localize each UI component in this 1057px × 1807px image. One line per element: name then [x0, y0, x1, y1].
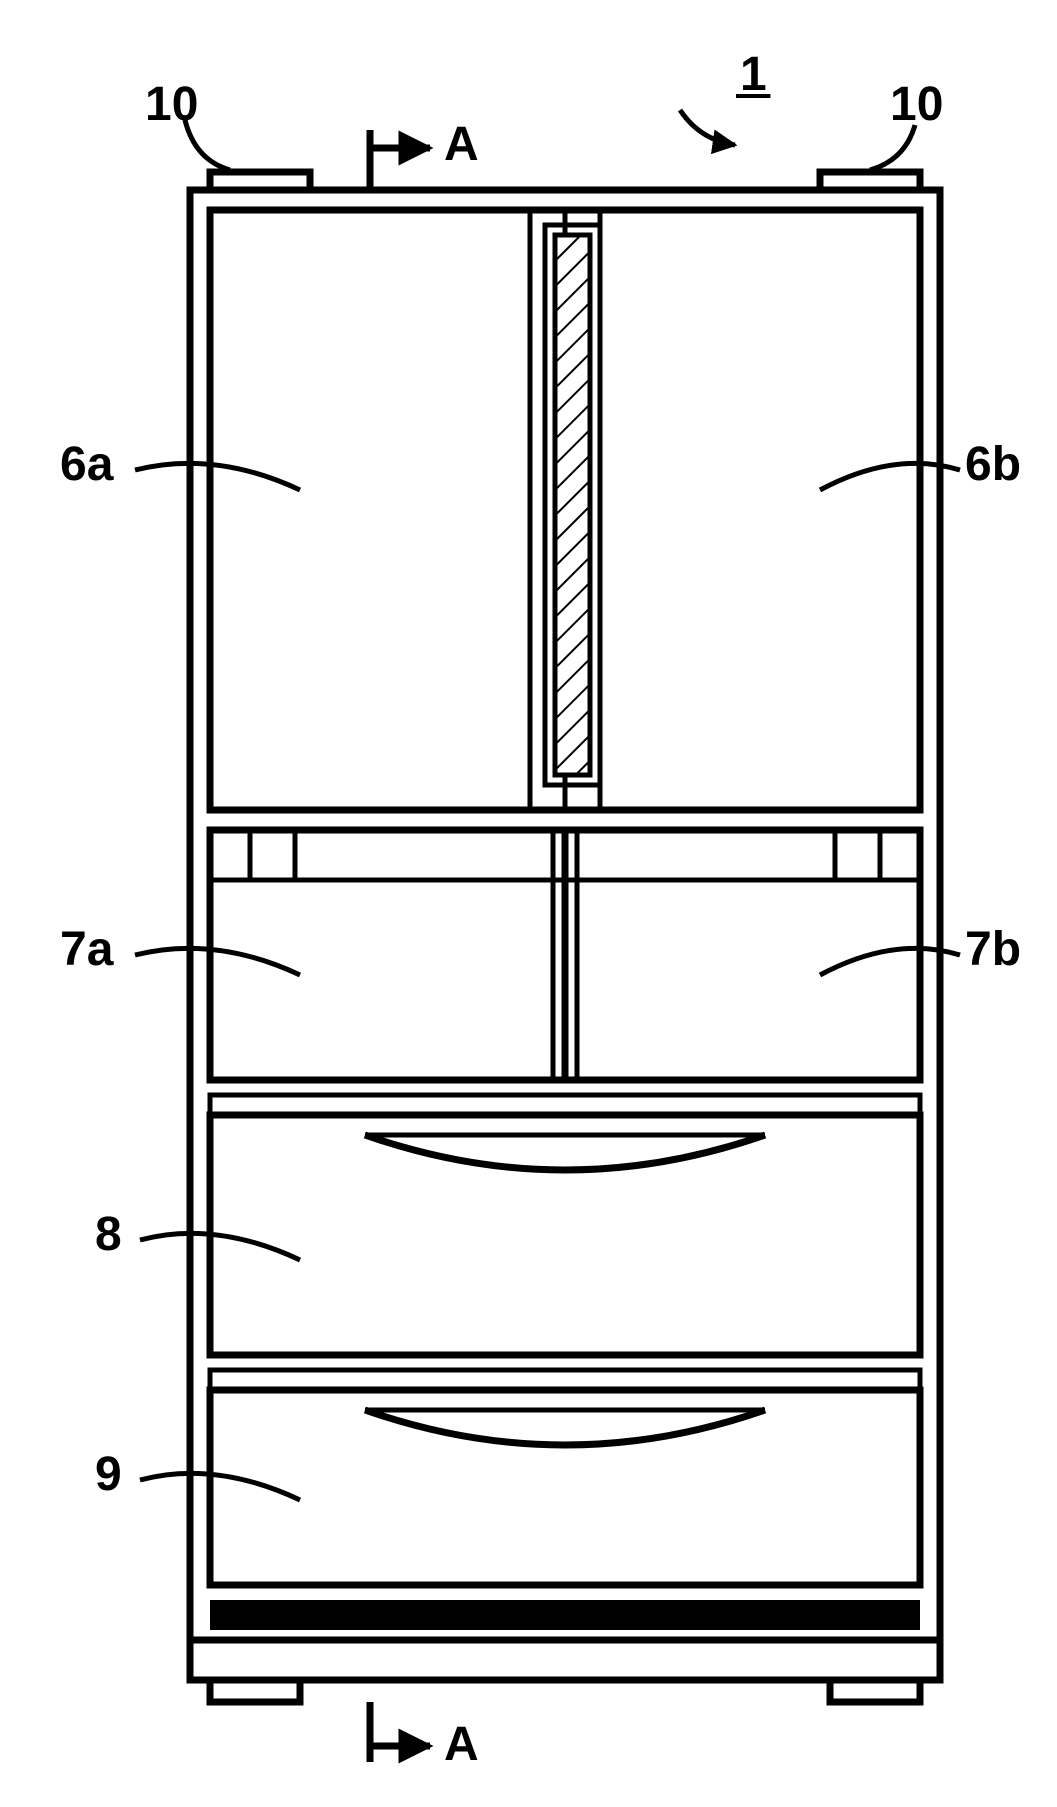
callout-7b: 7b [965, 923, 1021, 976]
hinge-cover-right [820, 172, 920, 190]
leader-8 [140, 1233, 300, 1260]
drawer-upper [210, 1095, 920, 1355]
kick-plate [210, 1600, 920, 1630]
callout-9: 9 [95, 1448, 122, 1501]
hinge-cover-left [210, 172, 310, 190]
callout-1: 1 [740, 48, 767, 101]
section-line-a [370, 130, 430, 1762]
section-label-bottom: A [444, 1718, 479, 1771]
callout-6a: 6a [60, 438, 114, 491]
foot-left [210, 1680, 300, 1702]
callout-10R: 10 [890, 78, 943, 131]
drawer-lower-handle-arc [365, 1410, 765, 1445]
callout-10L: 10 [145, 78, 198, 131]
foot-right [830, 1680, 920, 1702]
drawer-lower-panel [210, 1390, 920, 1585]
mid-drawers [210, 830, 920, 1080]
callout-6b: 6b [965, 438, 1021, 491]
refrigerator-figure: A A 1 10 10 6a 6b 7a 7b 8 9 [0, 0, 1057, 1807]
section-label-top: A [444, 118, 479, 171]
drawer-upper-handle-arc [365, 1135, 765, 1170]
drawer-lower [210, 1370, 920, 1585]
leader-9 [140, 1473, 300, 1500]
leader-1 [680, 110, 735, 145]
drawer-upper-panel [210, 1115, 920, 1355]
leader-7a [135, 948, 300, 975]
leader-6a [135, 463, 300, 490]
upper-doors [210, 210, 920, 810]
leader-10R [870, 125, 915, 170]
callout-8: 8 [95, 1208, 122, 1261]
center-handle-hatched [555, 235, 590, 775]
callout-7a: 7a [60, 923, 114, 976]
